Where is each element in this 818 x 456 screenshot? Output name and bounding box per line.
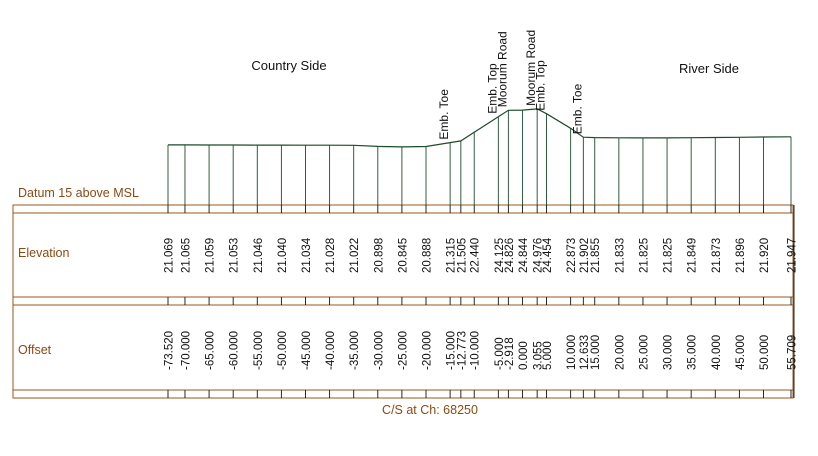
offset-value-label: -15.000 [446,331,458,370]
elevation-value-label: 24.125 [494,238,506,273]
offset-value-label: 45.000 [735,335,747,370]
elevation-value-label: 21.046 [253,238,265,273]
elevation-value-label: 21.065 [181,238,193,273]
feature-marker-label: Emb. Top [485,63,499,114]
feature-marker-label: Emb. Toe [570,83,584,134]
offset-value-label: 10.000 [566,335,578,370]
offset-value-label: -25.000 [397,331,409,370]
feature-marker-label: Emb. Top [534,60,548,111]
elevation-value-label: 24.844 [518,237,530,273]
feature-marker-label: Moorum Road [524,30,538,106]
offset-value-label: -50.000 [277,331,289,370]
feature-marker-label: Moorum Road [495,31,509,107]
ground-profile-line [168,108,792,148]
profile-layer: 21.069 -73.520 21.065 -70.000 21.059 -65.000 2… [164,30,799,398]
offset-value-label: 25.000 [639,335,651,370]
offset-value-label: -30.000 [373,331,385,370]
elevation-value-label: 21.833 [614,238,626,273]
datum-band-frame [12,204,794,214]
elevation-row-label: Elevation [18,246,69,260]
elevation-value-label: 20.845 [397,238,409,273]
elevation-value-label: 21.849 [687,238,699,273]
mid-band-frame [12,296,794,306]
elevation-value-label: 24.454 [542,237,554,273]
offset-value-label: -2.918 [504,337,516,370]
offset-value-label: -5.000 [494,337,506,370]
elevation-value-label: 24.976 [533,238,545,273]
elevation-value-label: 21.855 [590,238,602,273]
elevation-value-label: 24.826 [504,238,516,273]
elevation-value-label: 21.053 [229,238,241,273]
offset-value-label: -20.000 [422,331,434,370]
feature-marker-label: Emb. Toe [437,89,451,140]
offset-row-label: Offset [18,343,52,357]
offset-value-label: 3.055 [533,341,545,370]
offset-value-label: -70.000 [181,331,193,370]
country-side-label: Country Side [251,58,326,73]
offset-value-label: 55.709 [787,335,799,370]
offset-value-label: -55.000 [253,331,265,370]
offset-value-label: -73.520 [164,331,176,370]
offset-value-label: 15.000 [590,335,602,370]
elevation-value-label: 21.873 [711,238,723,273]
offset-value-label: 50.000 [759,335,771,370]
elevation-value-label: 21.315 [446,238,458,273]
elevation-value-label: 22.873 [566,238,578,273]
offset-value-label: 30.000 [663,335,675,370]
offset-value-label: -65.000 [205,331,217,370]
offset-value-label: -60.000 [229,331,241,370]
elevation-value-label: 21.022 [349,238,361,273]
section-caption: C/S at Ch: 68250 [382,403,478,417]
elevation-value-label: 21.825 [663,238,675,273]
offset-value-label: -40.000 [325,331,337,370]
elevation-value-label: 21.947 [787,238,799,273]
offset-value-label: 20.000 [614,335,626,370]
elevation-value-label: 20.888 [422,238,434,273]
elevation-value-label: 21.902 [579,238,591,273]
offset-value-label: 12.633 [579,335,591,370]
elevation-value-label: 21.028 [325,238,337,273]
elevation-value-label: 21.034 [301,237,313,273]
elevation-value-label: 22.440 [470,238,482,273]
bottom-band-frame [12,389,794,399]
elevation-value-label: 21.505 [456,238,468,273]
datum-label: Datum 15 above MSL [18,186,139,200]
elevation-value-label: 21.040 [277,238,289,273]
elevation-value-label: 21.896 [735,238,747,273]
elevation-value-label: 20.898 [373,238,385,273]
elevation-value-label: 21.069 [164,238,176,273]
offset-value-label: -35.000 [349,331,361,370]
offset-value-label: 35.000 [687,335,699,370]
elevation-value-label: 21.920 [759,238,771,273]
offset-value-label: -10.000 [470,331,482,370]
river-side-label: River Side [679,61,739,76]
offset-value-label: -45.000 [301,331,313,370]
offset-value-label: 0.000 [518,341,530,370]
elevation-value-label: 21.825 [639,238,651,273]
elevation-value-label: 21.059 [205,238,217,273]
offset-value-label: -12.773 [456,331,468,370]
offset-value-label: 5.000 [542,341,554,370]
offset-value-label: 40.000 [711,335,723,370]
